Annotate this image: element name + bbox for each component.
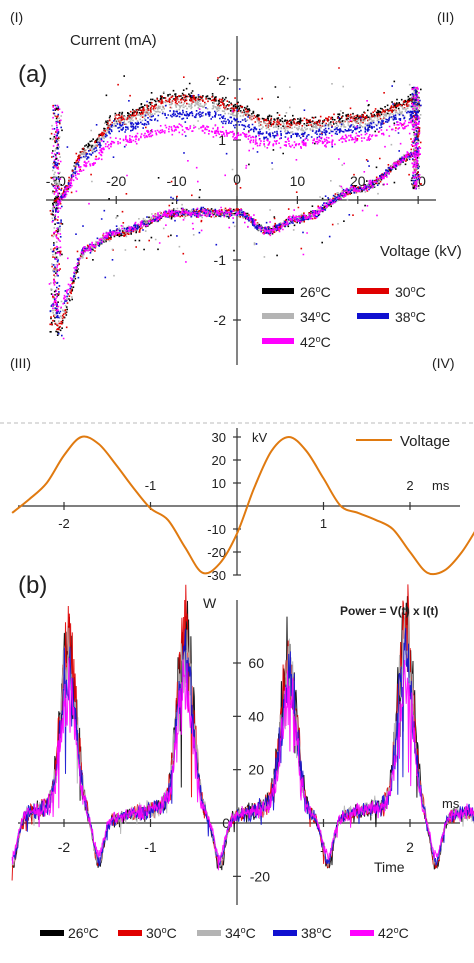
y-tick-label-v: -20 bbox=[207, 545, 226, 560]
x-tick-label-v: 1 bbox=[320, 516, 327, 531]
y-tick-label-a: 2 bbox=[218, 72, 226, 88]
x-tick-label-v: -1 bbox=[145, 478, 157, 493]
x-tick-label-p: -2 bbox=[58, 839, 71, 855]
iv-points-26°C bbox=[49, 75, 422, 337]
legend-b: 26oC 30oC 34oC 38oC 42oC bbox=[40, 925, 409, 941]
iv-points-30°C bbox=[49, 67, 422, 331]
y-tick-label-p: 0 bbox=[222, 815, 230, 831]
y-tick-label-p: 40 bbox=[248, 708, 264, 724]
series-42°C bbox=[48, 86, 422, 340]
series-30°C bbox=[49, 67, 422, 331]
legend-b-label: 30oC bbox=[146, 925, 177, 941]
legend-a: 26oC 30oC 34oC 38oC 42oC bbox=[262, 284, 426, 350]
panel-b-label: (b) bbox=[18, 572, 47, 599]
y-tick-label-p: -20 bbox=[250, 868, 270, 884]
iv-points-42°C bbox=[48, 86, 422, 340]
legend-b-swatch bbox=[273, 930, 297, 936]
x-tick-label-a: 20 bbox=[350, 173, 366, 189]
legend-b-swatch bbox=[350, 930, 374, 936]
voltage-legend-label: Voltage bbox=[400, 433, 450, 450]
quadrant-label-2: (II) bbox=[437, 9, 454, 25]
voltage-waveform-plot: -2 -1 1 2 30 20 10 -10 -20 -30 bbox=[11, 428, 474, 583]
voltage-y-unit: kV bbox=[252, 430, 268, 445]
quadrant-label-4: (IV) bbox=[432, 355, 455, 371]
legend-b-swatch bbox=[118, 930, 142, 936]
panel-a-label: (a) bbox=[18, 61, 47, 88]
x-tick-label-v: -2 bbox=[58, 516, 70, 531]
x-axis-label-voltage: Voltage (kV) bbox=[380, 243, 462, 260]
x-tick-label-a: 0 bbox=[233, 171, 241, 187]
power-trace-38°C bbox=[11, 627, 474, 867]
power-trace-34°C bbox=[11, 613, 474, 868]
legend-b-label: 42oC bbox=[378, 925, 409, 941]
voltage-x-unit: ms bbox=[432, 478, 450, 493]
x-tick-label-a: 10 bbox=[290, 173, 306, 189]
legend-a-swatch bbox=[262, 288, 294, 294]
x-tick-label-v: 2 bbox=[406, 478, 413, 493]
series-26°C bbox=[49, 75, 422, 337]
y-tick-label-p: 20 bbox=[248, 762, 264, 778]
y-tick-label-v: 20 bbox=[212, 453, 226, 468]
legend-a-swatch bbox=[357, 288, 389, 294]
y-axis-label-current: Current (mA) bbox=[70, 32, 157, 49]
power-y-unit: W bbox=[203, 595, 217, 611]
legend-a-label: 42oC bbox=[300, 334, 331, 350]
y-tick-label-a: 1 bbox=[218, 132, 226, 148]
y-tick-label-v: -30 bbox=[207, 568, 226, 583]
voltage-line bbox=[11, 435, 474, 576]
time-axis-label: Time bbox=[374, 859, 405, 875]
legend-a-label: 34oC bbox=[300, 309, 331, 325]
legend-a-swatch bbox=[357, 313, 389, 319]
quadrant-label-1: (I) bbox=[10, 9, 23, 25]
legend-b-swatch bbox=[40, 930, 64, 936]
legend-b-label: 34oC bbox=[225, 925, 256, 941]
y-tick-label-a: -2 bbox=[214, 312, 227, 328]
legend-a-swatch bbox=[262, 338, 294, 344]
legend-b-label: 26oC bbox=[68, 925, 99, 941]
legend-a-swatch bbox=[262, 313, 294, 319]
x-tick-label-a: -20 bbox=[106, 173, 126, 189]
x-tick-label-a: -10 bbox=[166, 173, 186, 189]
power-trace-42°C bbox=[11, 657, 474, 871]
legend-b-swatch bbox=[197, 930, 221, 936]
power-title: Power = V(t) x I(t) bbox=[340, 604, 438, 618]
legend-a-label: 30oC bbox=[395, 284, 426, 300]
y-tick-label-v: 30 bbox=[212, 430, 226, 445]
legend-b-label: 38oC bbox=[301, 925, 332, 941]
x-tick-label-p: -1 bbox=[144, 839, 157, 855]
y-tick-label-v: 10 bbox=[212, 476, 226, 491]
x-tick-label-p: 2 bbox=[406, 839, 414, 855]
y-tick-label-v: -10 bbox=[207, 522, 226, 537]
power-x-unit: ms bbox=[442, 796, 460, 811]
quadrant-label-3: (III) bbox=[10, 355, 31, 371]
legend-a-label: 26oC bbox=[300, 284, 331, 300]
legend-a-label: 38oC bbox=[395, 309, 426, 325]
y-tick-label-a: -1 bbox=[214, 252, 227, 268]
y-tick-label-p: 60 bbox=[248, 655, 264, 671]
